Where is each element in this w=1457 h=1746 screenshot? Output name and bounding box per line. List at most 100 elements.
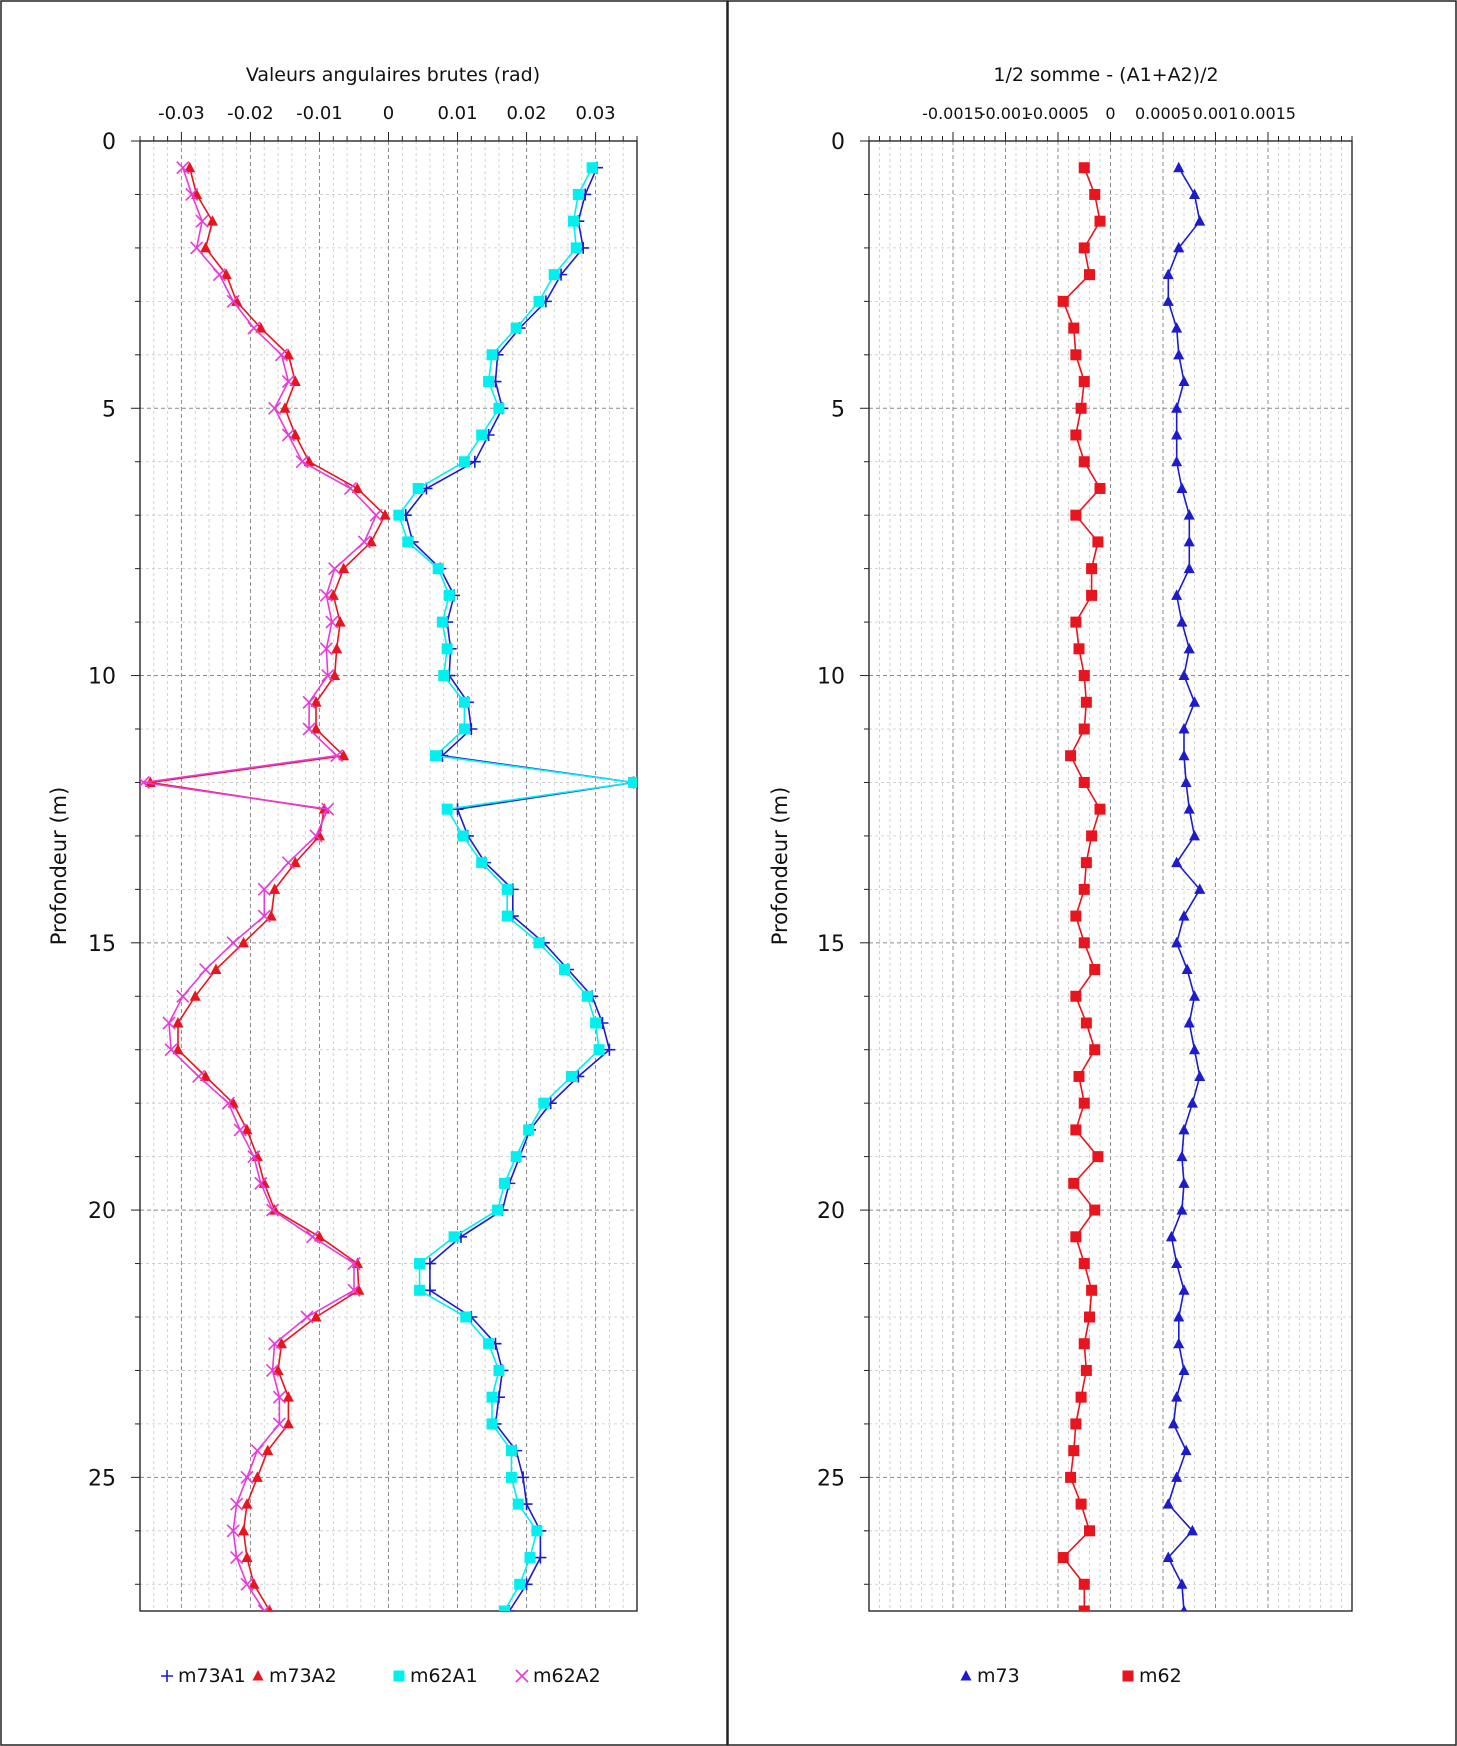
data-point-m73a1 bbox=[423, 1284, 436, 1297]
data-point-m62a1 bbox=[441, 643, 453, 655]
data-point-m73 bbox=[1171, 455, 1183, 467]
data-point-m62a1 bbox=[493, 402, 505, 414]
data-point-m62a1 bbox=[533, 937, 545, 949]
data-point-m73a2 bbox=[310, 723, 322, 734]
data-point-m62 bbox=[1078, 937, 1090, 949]
data-point-m73a1 bbox=[534, 1551, 547, 1564]
data-point-m62a1 bbox=[476, 429, 488, 441]
data-point-m62a2 bbox=[347, 1256, 361, 1271]
left-panel-border bbox=[0, 0, 728, 1746]
data-point-m62a2 bbox=[247, 321, 261, 335]
data-point-m73a2 bbox=[265, 910, 277, 921]
data-point-m73 bbox=[1183, 535, 1195, 547]
data-point-m62 bbox=[1068, 1177, 1080, 1189]
data-point-m62 bbox=[1078, 242, 1090, 254]
data-point-m73a2 bbox=[331, 642, 343, 654]
data-point-m62a2 bbox=[190, 241, 204, 255]
data-point-m73a2 bbox=[365, 535, 377, 547]
data-point-m62a2 bbox=[176, 161, 190, 175]
data-point-m62a1 bbox=[533, 295, 545, 307]
data-point-m73a2 bbox=[289, 429, 301, 440]
data-point-m62a1 bbox=[590, 1017, 602, 1029]
chart-raw-x-tick-label: -0.03 bbox=[158, 103, 205, 124]
data-point-m62a1 bbox=[510, 1151, 522, 1163]
data-point-m73a2 bbox=[189, 990, 201, 1001]
data-point-m73 bbox=[1180, 1605, 1188, 1611]
data-point-m73 bbox=[1183, 562, 1195, 574]
data-point-m62a1 bbox=[443, 589, 455, 601]
chart-sum-x-tick-label: 0.001 bbox=[1193, 104, 1239, 123]
data-point-m62 bbox=[1070, 1231, 1082, 1243]
chart-sum-y-tick-label: 5 bbox=[831, 397, 845, 422]
legend-item-m73a2: m73A2 bbox=[252, 1665, 337, 1687]
data-point-m73a2 bbox=[379, 509, 391, 520]
data-point-m62a2 bbox=[343, 481, 358, 496]
data-point-m62 bbox=[1070, 509, 1082, 521]
data-point-m73a2 bbox=[282, 348, 294, 360]
data-point-m62a2 bbox=[233, 1123, 247, 1137]
data-point-m73a2 bbox=[238, 936, 250, 948]
data-point-m62a1 bbox=[581, 990, 593, 1002]
data-point-m62a2 bbox=[268, 401, 282, 415]
data-point-m62a2 bbox=[272, 1417, 287, 1431]
legend-marker-m62a1 bbox=[393, 1670, 405, 1682]
data-point-m62a2 bbox=[321, 668, 335, 683]
data-point-m73a2 bbox=[184, 161, 196, 173]
data-point-m73 bbox=[1189, 696, 1200, 707]
chart-sum-series-layer bbox=[1057, 161, 1206, 1611]
data-point-m62 bbox=[1070, 990, 1082, 1002]
data-point-m62a1 bbox=[486, 349, 498, 361]
chart-sum-plot-area bbox=[860, 132, 1353, 1612]
data-point-m62 bbox=[1086, 830, 1098, 842]
data-point-m73a2 bbox=[269, 1204, 281, 1215]
data-point-m62a1 bbox=[393, 509, 405, 521]
data-point-m73a2 bbox=[329, 669, 341, 681]
data-point-m62a1 bbox=[436, 616, 448, 628]
data-point-m62a2 bbox=[281, 428, 295, 442]
data-point-m73a2 bbox=[241, 1123, 253, 1135]
data-point-m73a2 bbox=[338, 749, 350, 761]
chart-sum-y-tick-label: 25 bbox=[817, 1466, 845, 1491]
data-point-m62a2 bbox=[330, 749, 344, 763]
data-point-m62 bbox=[1078, 1578, 1090, 1590]
chart-half-sum: 1/2 somme - (A1+A2)/2 Profondeur (m) m73… bbox=[768, 64, 1353, 1687]
data-point-m73 bbox=[1180, 776, 1192, 787]
data-point-m73a2 bbox=[289, 856, 301, 868]
data-point-m62 bbox=[1057, 295, 1069, 307]
data-point-m62a2 bbox=[302, 695, 316, 709]
data-point-m62a2 bbox=[240, 1470, 254, 1484]
data-point-m62a1 bbox=[486, 1418, 498, 1430]
data-point-m73a2 bbox=[338, 562, 350, 574]
data-point-m73a2 bbox=[351, 482, 363, 493]
data-point-m73 bbox=[1171, 322, 1183, 333]
data-point-m62 bbox=[1078, 376, 1090, 388]
data-point-m73a2 bbox=[313, 829, 325, 841]
data-point-m62a2 bbox=[221, 1096, 235, 1110]
data-point-m73a2 bbox=[255, 322, 267, 333]
chart-sum-x-axis-title: 1/2 somme - (A1+A2)/2 bbox=[993, 64, 1218, 86]
data-point-m73a2 bbox=[289, 375, 301, 387]
data-point-m73 bbox=[1171, 589, 1183, 600]
data-point-m62a2 bbox=[226, 1524, 240, 1538]
data-point-m62a2 bbox=[265, 1363, 280, 1378]
chart-sum-x-tick-label: -0.0015 bbox=[922, 104, 984, 123]
data-point-m62a2 bbox=[328, 562, 342, 576]
data-point-m73a2 bbox=[251, 1471, 263, 1482]
data-point-m62a1 bbox=[476, 857, 488, 869]
data-point-m62a2 bbox=[226, 294, 240, 308]
data-point-m62a2 bbox=[357, 535, 371, 549]
data-point-m73a1 bbox=[603, 1043, 616, 1056]
chart-raw-x-tick-label: -0.02 bbox=[227, 103, 274, 124]
data-point-m62 bbox=[1078, 1605, 1090, 1611]
data-point-m62 bbox=[1065, 1471, 1077, 1483]
data-point-m73a1 bbox=[451, 803, 464, 816]
data-point-m62 bbox=[1078, 670, 1090, 682]
data-point-m62a1 bbox=[565, 1070, 577, 1082]
data-point-m62a2 bbox=[254, 1176, 268, 1190]
data-point-m62 bbox=[1075, 402, 1087, 414]
data-point-m62 bbox=[1084, 1525, 1095, 1537]
data-point-m62 bbox=[1094, 482, 1106, 494]
data-point-m62 bbox=[1075, 1498, 1087, 1510]
chart-raw-y-tick-label: 25 bbox=[88, 1466, 116, 1491]
